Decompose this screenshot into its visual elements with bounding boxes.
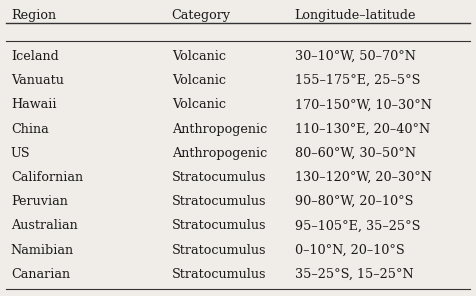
Text: 95–105°E, 35–25°S: 95–105°E, 35–25°S [295,219,420,232]
Text: Vanuatu: Vanuatu [11,74,64,87]
Text: Stratocumulus: Stratocumulus [172,268,266,281]
Text: 90–80°W, 20–10°S: 90–80°W, 20–10°S [295,195,413,208]
Text: Hawaii: Hawaii [11,98,56,111]
Text: 110–130°E, 20–40°N: 110–130°E, 20–40°N [295,123,430,136]
Text: 0–10°N, 20–10°S: 0–10°N, 20–10°S [295,244,405,257]
Text: 80–60°W, 30–50°N: 80–60°W, 30–50°N [295,147,416,160]
Text: US: US [11,147,30,160]
Text: Stratocumulus: Stratocumulus [172,219,266,232]
Text: 35–25°S, 15–25°N: 35–25°S, 15–25°N [295,268,414,281]
Text: Longitude–latitude: Longitude–latitude [295,9,416,22]
Text: Australian: Australian [11,219,78,232]
Text: Volcanic: Volcanic [172,98,226,111]
Text: 155–175°E, 25–5°S: 155–175°E, 25–5°S [295,74,420,87]
Text: 170–150°W, 10–30°N: 170–150°W, 10–30°N [295,98,432,111]
Text: Californian: Californian [11,171,83,184]
Text: Region: Region [11,9,56,22]
Text: Anthropogenic: Anthropogenic [172,123,267,136]
Text: Category: Category [172,9,231,22]
Text: 130–120°W, 20–30°N: 130–120°W, 20–30°N [295,171,432,184]
Text: Volcanic: Volcanic [172,50,226,63]
Text: 30–10°W, 50–70°N: 30–10°W, 50–70°N [295,50,416,63]
Text: Namibian: Namibian [11,244,74,257]
Text: China: China [11,123,49,136]
Text: Stratocumulus: Stratocumulus [172,244,266,257]
Text: Iceland: Iceland [11,50,59,63]
Text: Canarian: Canarian [11,268,70,281]
Text: Anthropogenic: Anthropogenic [172,147,267,160]
Text: Volcanic: Volcanic [172,74,226,87]
Text: Stratocumulus: Stratocumulus [172,195,266,208]
Text: Peruvian: Peruvian [11,195,68,208]
Text: Stratocumulus: Stratocumulus [172,171,266,184]
